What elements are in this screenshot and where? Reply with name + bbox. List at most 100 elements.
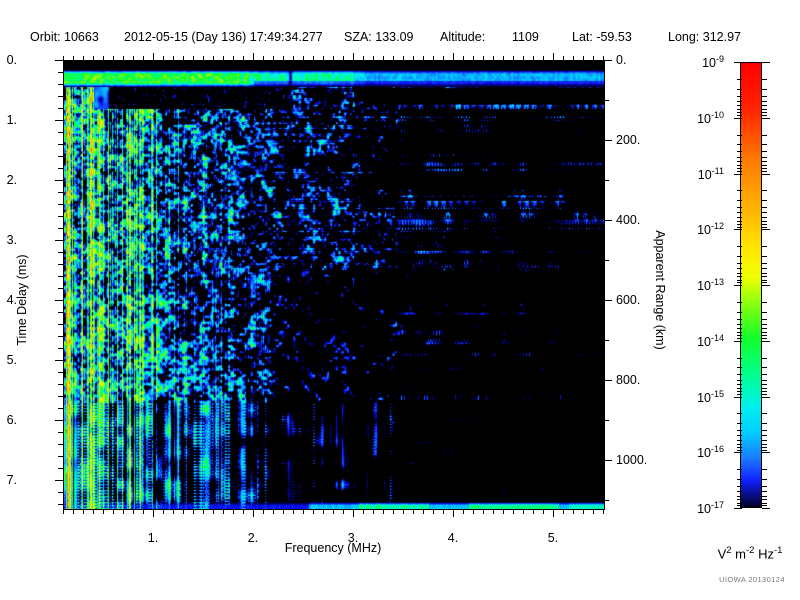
frequency-tick-top: [373, 56, 374, 61]
colorbar-tick-label: 10-10: [697, 109, 724, 126]
frequency-tick: [333, 509, 334, 514]
frequency-tick: [243, 509, 244, 514]
apparent-range-axis: 0. 200. 400. 600. 800. 1000.: [604, 0, 694, 600]
frequency-tick: [213, 509, 214, 514]
colorbar-minor-tick: [762, 96, 767, 97]
colorbar-minor-tick: [762, 171, 767, 172]
time-delay-tick: [58, 84, 63, 85]
colorbar-minor-tick: [762, 246, 767, 247]
frequency-tick: [313, 509, 314, 514]
frequency-tick: [283, 509, 284, 514]
colorbar-minor-tick: [762, 388, 767, 389]
frequency-tick-top: [183, 56, 184, 61]
colorbar-minor-tick: [762, 374, 767, 375]
frequency-tick-top: [513, 56, 514, 61]
time-delay-tick: [58, 276, 63, 277]
frequency-tick: [433, 509, 434, 514]
frequency-tick: [383, 509, 384, 514]
colorbar-minor-tick: [737, 212, 742, 213]
time-delay-tick: [55, 120, 63, 121]
frequency-tick-top: [273, 56, 274, 61]
header-altitude-value: 1109: [512, 30, 539, 44]
colorbar-minor-tick: [762, 109, 767, 110]
frequency-tick: [223, 509, 224, 514]
colorbar-minor-tick: [762, 444, 767, 445]
frequency-tick: [423, 509, 424, 514]
time-delay-tick: [58, 192, 63, 193]
colorbar-minor-tick: [762, 282, 767, 283]
colorbar-minor-tick: [762, 413, 767, 414]
time-delay-tick: [58, 156, 63, 157]
frequency-tick-top: [363, 56, 364, 61]
time-delay-tick: [58, 96, 63, 97]
time-delay-tick: [58, 468, 63, 469]
colorbar-minor-tick: [762, 479, 767, 480]
frequency-tick-top: [543, 56, 544, 61]
frequency-tick: [523, 509, 524, 514]
time-delay-tick: [58, 396, 63, 397]
frequency-tick-top: [393, 56, 394, 61]
frequency-tick: [193, 509, 194, 514]
colorbar-minor-tick: [737, 144, 742, 145]
colorbar-minor-tick: [737, 112, 742, 113]
colorbar-minor-tick: [762, 200, 767, 201]
colorbar-gradient: [740, 62, 762, 508]
colorbar-minor-tick: [762, 112, 767, 113]
header-latitude: Lat: -59.53: [572, 30, 632, 44]
frequency-tick-top: [303, 56, 304, 61]
apparent-range-tick: [604, 380, 612, 381]
header-orbit: Orbit: 10663: [30, 30, 99, 44]
colorbar-tick-label: 10-13: [697, 276, 724, 294]
frequency-tick-top: [93, 56, 94, 61]
colorbar-minor-tick: [737, 444, 742, 445]
frequency-tick-top: [413, 56, 414, 61]
header-sza: SZA: 133.09: [344, 30, 414, 44]
colorbar-minor-tick: [737, 486, 742, 487]
frequency-tick: [553, 509, 554, 517]
apparent-range-tick-label: 400.: [616, 213, 641, 227]
frequency-tick-top: [353, 53, 354, 61]
colorbar-minor-tick: [762, 105, 767, 106]
time-delay-tick: [55, 480, 63, 481]
colorbar-minor-tick: [737, 503, 742, 504]
colorbar-tick-label: 10-14: [697, 332, 724, 349]
time-delay-tick: [58, 144, 63, 145]
time-delay-tick: [58, 324, 63, 325]
units-hz-exp: -1: [773, 545, 783, 556]
frequency-tick-top: [243, 56, 244, 61]
colorbar-minor-tick: [737, 79, 742, 80]
colorbar-minor-tick: [762, 491, 767, 492]
colorbar-minor-tick: [762, 435, 767, 436]
frequency-tick-top: [73, 56, 74, 61]
frequency-tick-top: [223, 56, 224, 61]
apparent-range-tick: [604, 340, 609, 341]
time-delay-tick-label: 6.: [6, 412, 17, 427]
frequency-tick-top: [573, 56, 574, 61]
colorbar-minor-tick: [737, 328, 742, 329]
colorbar-tick: [762, 452, 770, 453]
colorbar-minor-tick: [762, 440, 767, 441]
frequency-tick-label: 2.: [247, 531, 259, 545]
colorbar-tick: [762, 508, 770, 509]
colorbar-minor-tick: [762, 161, 767, 162]
time-delay-tick: [58, 168, 63, 169]
frequency-tick-top: [533, 56, 534, 61]
time-delay-tick-label: 2.: [6, 172, 17, 187]
time-delay-tick: [58, 216, 63, 217]
frequency-tick: [133, 509, 134, 514]
frequency-tick: [463, 509, 464, 514]
colorbar-minor-tick: [737, 101, 742, 102]
colorbar-minor-tick: [737, 312, 742, 313]
colorbar-minor-tick: [762, 151, 767, 152]
frequency-tick: [573, 509, 574, 514]
colorbar-tick-label: 10-9: [702, 53, 724, 71]
frequency-tick-top: [233, 56, 234, 61]
colorbar-minor-tick: [737, 324, 742, 325]
colorbar-minor-tick: [762, 157, 767, 158]
colorbar-minor-tick: [737, 89, 742, 90]
colorbar-ticks-left: [728, 0, 742, 600]
time-delay-tick: [58, 504, 63, 505]
frequency-tick: [593, 509, 594, 514]
time-delay-tick: [58, 132, 63, 133]
frequency-tick-label: 3.: [347, 531, 359, 545]
